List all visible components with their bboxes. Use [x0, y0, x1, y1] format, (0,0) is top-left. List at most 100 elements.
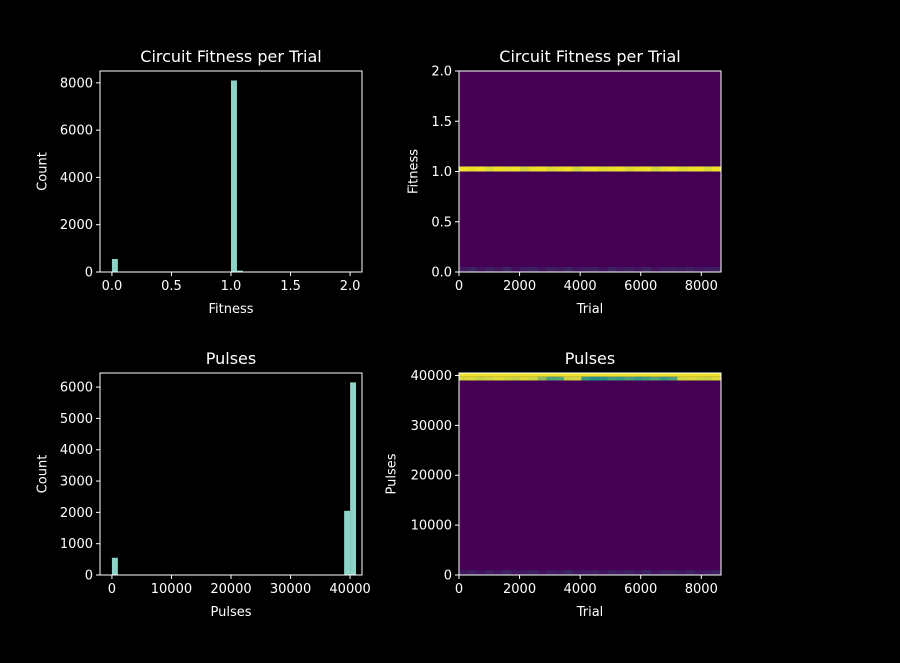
heatmap-cell [502, 373, 512, 377]
y-tick-label: 2.0 [431, 65, 452, 80]
x-tick-label: 4000 [564, 279, 597, 294]
heatmap-cell [459, 570, 469, 575]
heatmap-cell [467, 166, 477, 172]
heatmap-cell [651, 373, 661, 377]
x-tick-label: 30000 [270, 582, 311, 597]
heatmap-cell [598, 266, 608, 272]
heatmap-cell [624, 373, 635, 377]
histogram-bar [344, 510, 351, 575]
heatmap-cell [616, 266, 626, 272]
heatmap-cell [712, 570, 722, 575]
heatmap-cell [581, 376, 591, 381]
heatmap-cell [659, 570, 669, 575]
heatmap-cell [590, 266, 600, 272]
heatmap-cell [624, 570, 635, 575]
heatmap-cell [476, 166, 486, 172]
heatmap-cell [659, 373, 669, 377]
heatmap-cell [563, 266, 573, 272]
heatmap-cell [642, 373, 652, 377]
heatmap-cell [493, 376, 504, 381]
heatmap-cell [659, 266, 669, 272]
heatmap-cell [572, 266, 582, 272]
y-tick-label: 8000 [60, 76, 93, 91]
histogram-bar [111, 258, 118, 272]
x-tick-label: 6000 [624, 582, 657, 597]
heatmap-cell [485, 373, 495, 377]
heatmap-cell [537, 376, 547, 381]
heatmap-cell [546, 373, 556, 377]
axes-frame [99, 372, 363, 576]
x-tick-label: 1.5 [280, 279, 301, 294]
x-tick-label: 0.5 [161, 279, 182, 294]
heatmap-cell [712, 266, 722, 272]
heatmap-cell [616, 570, 626, 575]
heatmap-cell [642, 570, 652, 575]
heatmap-cell [590, 166, 600, 172]
heatmap-cell [555, 570, 565, 575]
heatmap-cell [563, 373, 573, 377]
axes-frame [458, 372, 722, 576]
heatmap-cell [642, 376, 652, 381]
heatmap-cell [528, 570, 538, 575]
heatmap-cell [467, 266, 477, 272]
heatmap-cell [590, 376, 600, 381]
heatmap-cell [493, 266, 504, 272]
heatmap-cell [563, 166, 573, 172]
heatmap-cell [703, 376, 713, 381]
heatmap-cell [546, 376, 556, 381]
heatmap-cell [686, 373, 696, 377]
x-tick-label: 0 [108, 582, 116, 597]
heatmap-cell [677, 266, 687, 272]
heatmap-cell [459, 266, 469, 272]
heatmap-cell [624, 266, 635, 272]
y-tick-label: 5000 [60, 412, 93, 427]
heatmap-cell [677, 570, 687, 575]
heatmap-cell [502, 570, 512, 575]
heatmap-cell [563, 570, 573, 575]
heatmap-cell [598, 570, 608, 575]
x-tick-label: 0.0 [102, 279, 123, 294]
heatmap-cell [694, 166, 704, 172]
heatmap-cell [598, 166, 608, 172]
y-axis-label: Fitness [407, 149, 422, 194]
heatmap-cell [712, 166, 722, 172]
y-tick-label: 0 [444, 569, 452, 584]
x-axis-label: Fitness [208, 302, 253, 317]
y-axis-label: Pulses [385, 453, 400, 494]
heatmap-cell [703, 373, 713, 377]
heatmap-cell [651, 376, 661, 381]
heatmap-cell [520, 166, 530, 172]
y-tick-label: 0 [85, 266, 93, 281]
y-tick-label: 6000 [60, 381, 93, 396]
heatmap-cell [528, 266, 538, 272]
heatmap-cell [520, 376, 530, 381]
heatmap-cell [581, 266, 591, 272]
x-tick-label: 40000 [329, 582, 370, 597]
heatmap-cell [502, 266, 512, 272]
heatmap-cell [502, 166, 512, 172]
heatmap-cell [668, 373, 678, 377]
heatmap-cell [651, 166, 661, 172]
heatmap-cell [686, 570, 696, 575]
heatmap-cell [694, 266, 704, 272]
y-tick-label: 30000 [411, 419, 452, 434]
heatmap-cell [633, 373, 643, 377]
heatmap-cell [703, 570, 713, 575]
heatmap-cell [686, 166, 696, 172]
heatmap-cell [528, 376, 538, 381]
x-tick-label: 8000 [685, 582, 718, 597]
y-tick-label: 1.5 [431, 115, 452, 130]
heatmap-cell [555, 166, 565, 172]
heatmap-cell [651, 266, 661, 272]
chart-panel: 0 2000 4000 6000 8000 0 10000 20000 30000 40000 Pu… [385, 349, 722, 620]
heatmap-cell [511, 376, 521, 381]
chart-title: Pulses [565, 349, 615, 368]
heatmap-cell [616, 166, 626, 172]
heatmap-cell [476, 570, 486, 575]
heatmap-cell [467, 376, 477, 381]
heatmap-cell [712, 376, 722, 381]
x-tick-label: 0 [455, 279, 463, 294]
y-tick-label: 3000 [60, 475, 93, 490]
y-axis-label: Count [36, 152, 51, 191]
heatmap-cell [537, 570, 547, 575]
